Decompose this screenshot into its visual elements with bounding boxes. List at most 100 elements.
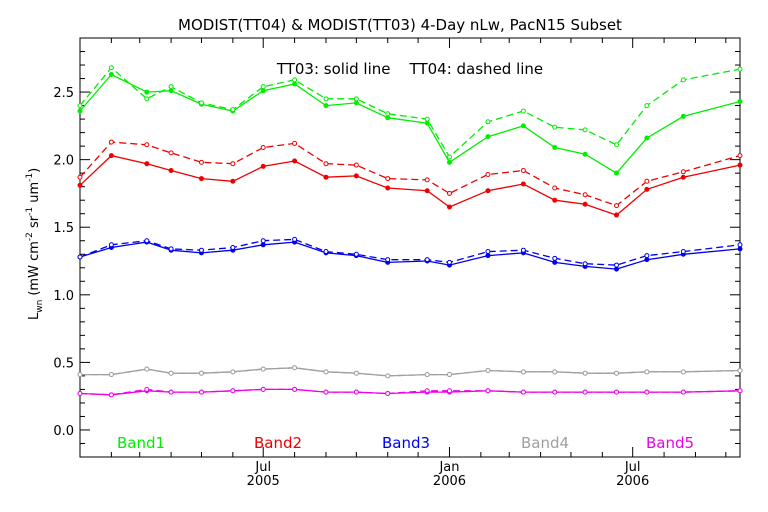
ylabel-mid: sr	[27, 215, 42, 232]
band4-dashed-point	[323, 369, 329, 375]
band2-solid-point	[680, 174, 686, 180]
band4-dashed-point	[446, 372, 452, 378]
band4-dashed-point	[582, 370, 588, 376]
band2-dashed-point	[323, 161, 329, 167]
band3-dashed-point	[77, 254, 83, 260]
band1-solid-line	[79, 73, 741, 175]
band3-dashed-point	[292, 236, 298, 242]
band2-dashed-point	[292, 140, 298, 146]
band1-dashed-point	[230, 107, 236, 113]
band4-dashed-point	[644, 369, 650, 375]
band3-solid-point	[485, 253, 491, 259]
band2-dashed-point	[485, 172, 491, 178]
band4-dashed-point	[260, 366, 266, 372]
band2-dashed-point	[260, 144, 266, 150]
band1-dashed-point	[77, 103, 83, 109]
band5-dashed-point	[353, 389, 359, 395]
band1-dashed-point	[424, 116, 430, 122]
band4-dashed-point	[168, 370, 174, 376]
y-tick-label: 0.5	[53, 356, 74, 371]
band2-solid-point	[144, 161, 150, 167]
band4-dashed-point	[737, 367, 743, 373]
band3-dashed-point	[614, 262, 620, 268]
band3-dashed-point	[485, 249, 491, 255]
ylabel-sup-1: -2	[25, 232, 35, 241]
band3-dashed-point	[644, 253, 650, 259]
band1-solid-point	[323, 103, 329, 109]
legend-band4: Band4	[521, 434, 569, 452]
band4-dashed-point	[144, 366, 150, 372]
band5-dashed-point	[230, 388, 236, 394]
band2-dashed-point	[230, 161, 236, 167]
band2-solid-point	[552, 197, 558, 203]
ylabel-close: )	[27, 168, 42, 173]
band2-dashed-point	[614, 203, 620, 209]
band2-dashed-point	[446, 190, 452, 196]
band2-dashed-point	[424, 177, 430, 183]
band1-dashed-point	[168, 84, 174, 90]
band2-dashed-point	[737, 153, 743, 159]
band2-dashed-point	[644, 178, 650, 184]
band2-dashed-point	[77, 174, 83, 180]
band5-dashed-point	[582, 389, 588, 395]
x-tick-year: 2006	[433, 474, 466, 489]
band3-dashed-point	[582, 261, 588, 267]
band1-dashed-point	[446, 154, 452, 160]
x-tick-month: Jan	[438, 460, 459, 475]
band1-solid-point	[292, 81, 298, 87]
band3-solid-point	[552, 259, 558, 265]
band2-dashed-line	[79, 141, 741, 207]
y-axis-label: Lwn(mW cm-2 sr-1 um-1)	[25, 147, 45, 349]
band1-dashed-point	[582, 127, 588, 133]
band1-dashed-point	[614, 142, 620, 148]
band3-dashed-point	[198, 247, 204, 253]
y-tick-label: 2.5	[53, 86, 74, 101]
band3-solid-line	[79, 241, 741, 270]
band5-dashed-point	[108, 392, 114, 398]
band3-dashed-point	[680, 249, 686, 255]
band5-dashed-point	[144, 386, 150, 392]
y-tick-label: 1.5	[53, 221, 74, 236]
band1-dashed-point	[292, 77, 298, 83]
chart-title: MODIST(TT04) & MODIST(TT03) 4-Day nLw, P…	[178, 16, 622, 34]
band2-dashed-point	[353, 162, 359, 168]
x-tick-year: 2005	[247, 474, 280, 489]
band1-solid-point	[614, 170, 620, 176]
ylabel-um: um	[27, 182, 42, 207]
band4-dashed-point	[485, 367, 491, 373]
y-tick-label: 0.0	[53, 424, 74, 439]
band2-solid-point	[737, 162, 743, 168]
band2-dashed-point	[520, 167, 526, 173]
band1-solid-point	[446, 159, 452, 165]
band4-dashed-point	[198, 370, 204, 376]
band2-dashed-point	[168, 150, 174, 156]
band1-dashed-point	[385, 111, 391, 117]
band1-solid-point	[168, 88, 174, 94]
band4-dashed-point	[108, 372, 114, 378]
band3-dashed-point	[230, 245, 236, 250]
band5-dashed-point	[485, 388, 491, 394]
band2-solid-point	[323, 174, 329, 180]
band3-solid-point	[644, 257, 650, 263]
ylabel-subscript: wn	[35, 300, 45, 313]
band3-dashed-point	[520, 247, 526, 253]
band5-dashed-point	[198, 389, 204, 395]
band2-dashed-point	[198, 159, 204, 165]
band5-dashed-line	[79, 388, 741, 396]
band1-dashed-line	[79, 66, 741, 158]
band1-solid-point	[644, 135, 650, 141]
band2-solid-point	[424, 188, 430, 194]
band4-dashed-point	[230, 369, 236, 375]
band3-dashed-point	[260, 238, 266, 244]
band2-dashed-point	[552, 185, 558, 191]
band1-solid-point	[144, 89, 150, 95]
band5-dashed-point	[424, 388, 430, 394]
band1-solid-point	[77, 108, 83, 114]
band1-solid-point	[680, 113, 686, 119]
band4-dashed-point	[552, 369, 558, 375]
svg-text:Lwn(mW cm-2 sr-1 um-1): Lwn(mW cm-2 sr-1 um-1)	[25, 147, 45, 349]
band2-dashed-point	[680, 169, 686, 175]
band3-dashed-point	[323, 249, 329, 255]
